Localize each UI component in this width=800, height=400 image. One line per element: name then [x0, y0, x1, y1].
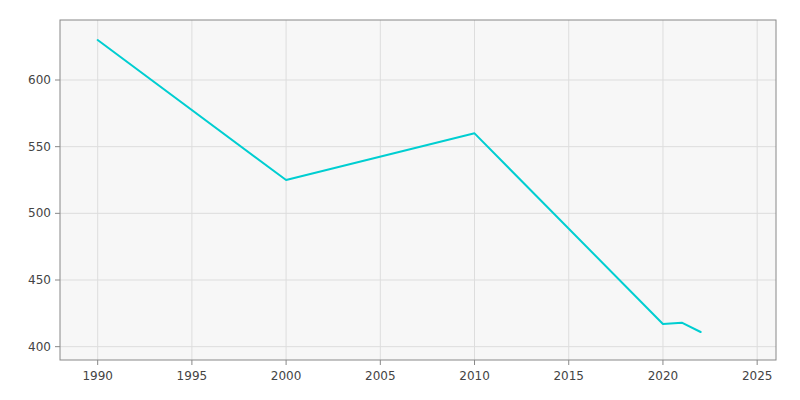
x-grid-line [191, 20, 192, 360]
chart-container: 1990 1995 2000 2005 2010 2015 2020 2025 400 450 50… [0, 0, 800, 400]
y-grid-line [60, 280, 776, 281]
x-grid-line [662, 20, 663, 360]
grid [60, 20, 776, 360]
y-tick-label: 600 [28, 73, 51, 87]
y-grid-line [60, 80, 776, 81]
x-tick [191, 360, 192, 365]
x-tick [286, 360, 287, 365]
y-tick [55, 80, 60, 81]
x-tick-label: 2000 [271, 369, 302, 383]
axes: 1990 1995 2000 2005 2010 2015 2020 2025 400 450 50… [28, 73, 772, 383]
x-tick [380, 360, 381, 365]
x-grid-line [757, 20, 758, 360]
series-group [98, 40, 701, 332]
chart-svg: 1990 1995 2000 2005 2010 2015 2020 2025 400 450 50… [0, 0, 800, 400]
x-tick [474, 360, 475, 365]
x-tick-label: 1995 [177, 369, 208, 383]
x-tick-label: 2005 [365, 369, 396, 383]
x-grid-line [474, 20, 475, 360]
y-tick-label: 450 [28, 273, 51, 287]
x-grid-line [380, 20, 381, 360]
y-tick [55, 346, 60, 347]
plot-frame [60, 20, 776, 360]
x-tick-label: 2015 [553, 369, 584, 383]
x-tick [97, 360, 98, 365]
x-tick-label: 2020 [648, 369, 679, 383]
x-grid-line [286, 20, 287, 360]
plot-area [60, 20, 776, 360]
y-tick [55, 280, 60, 281]
y-tick-label: 400 [28, 340, 51, 354]
y-tick-label: 500 [28, 206, 51, 220]
y-grid-line [60, 346, 776, 347]
x-tick [662, 360, 663, 365]
x-grid-line [97, 20, 98, 360]
x-tick-label: 2025 [742, 369, 773, 383]
y-tick-label: 550 [28, 140, 51, 154]
y-tick [55, 146, 60, 147]
y-grid-line [60, 213, 776, 214]
x-tick-label: 2010 [459, 369, 490, 383]
x-tick [757, 360, 758, 365]
x-tick [568, 360, 569, 365]
y-tick [55, 213, 60, 214]
x-grid-line [568, 20, 569, 360]
x-tick-label: 1990 [82, 369, 113, 383]
data-line [98, 40, 701, 332]
